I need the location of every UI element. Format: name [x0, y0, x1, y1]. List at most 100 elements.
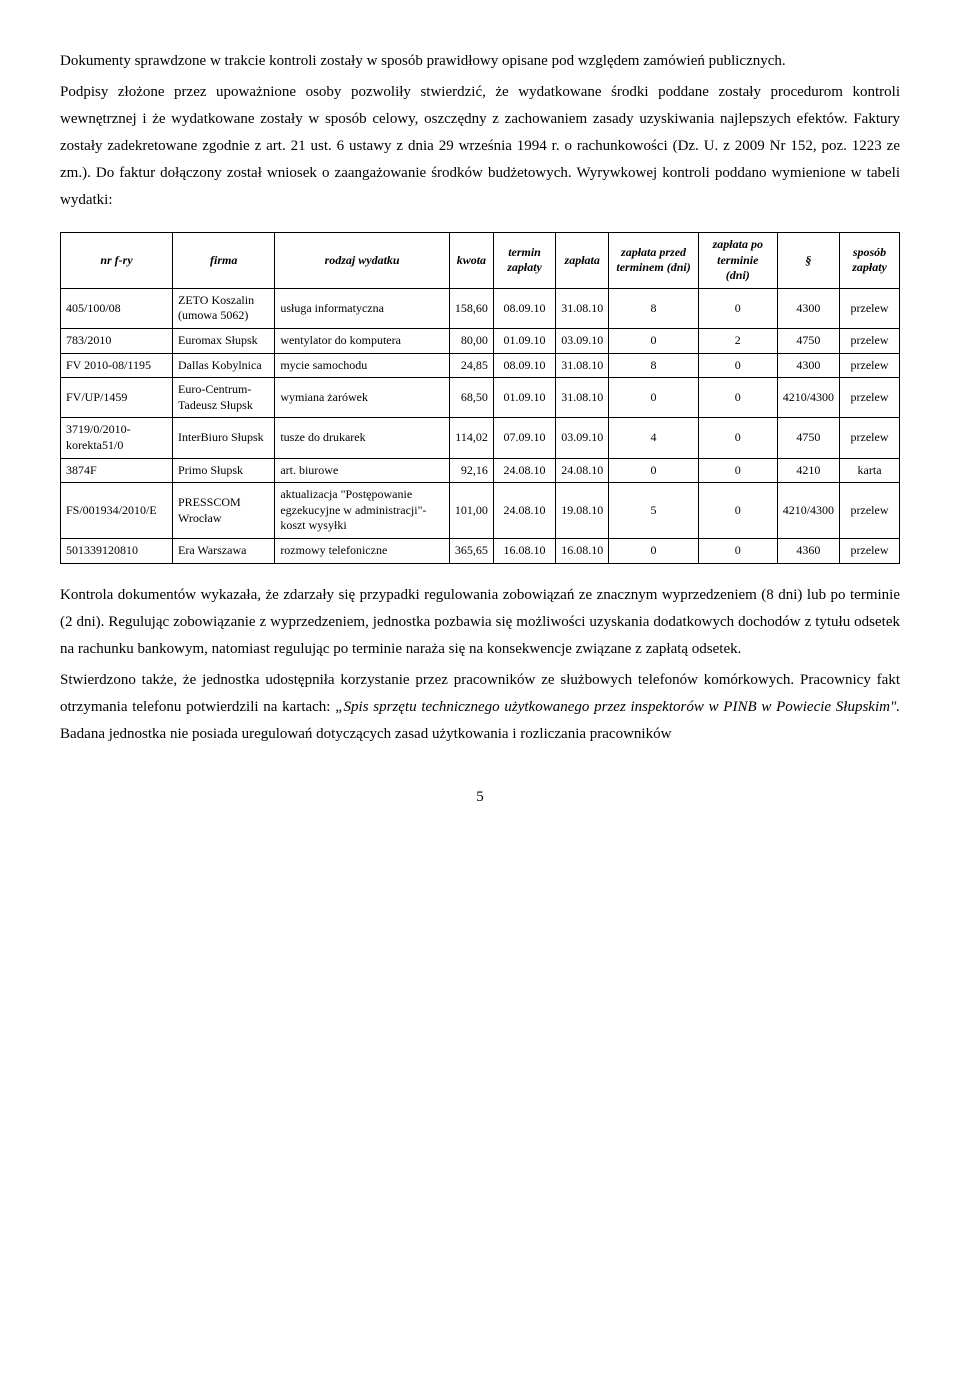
table-header-row: nr f-ry firma rodzaj wydatku kwota termi… [61, 233, 900, 289]
table-cell: aktualizacja "Postępowanie egzekucyjne w… [275, 483, 450, 539]
table-cell: 783/2010 [61, 328, 173, 353]
table-cell: mycie samochodu [275, 353, 450, 378]
th-zaplata: zapłata [556, 233, 609, 289]
table-cell: PRESSCOM Wrocław [173, 483, 275, 539]
table-cell: Era Warszawa [173, 538, 275, 563]
paragraph-4: Stwierdzono także, że jednostka udostępn… [60, 667, 900, 748]
table-cell: 0 [698, 458, 777, 483]
table-cell: 0 [698, 538, 777, 563]
table-cell: 24,85 [449, 353, 493, 378]
table-cell: 4750 [777, 328, 839, 353]
th-sposob: sposób zapłaty [840, 233, 900, 289]
table-cell: 3719/0/2010-korekta51/0 [61, 418, 173, 458]
th-po: zapłata po terminie (dni) [698, 233, 777, 289]
table-cell: 0 [609, 458, 699, 483]
table-cell: 31.08.10 [556, 353, 609, 378]
table-cell: przelew [840, 378, 900, 418]
table-cell: 501339120810 [61, 538, 173, 563]
th-rodzaj: rodzaj wydatku [275, 233, 450, 289]
table-row: FV/UP/1459Euro-Centrum-Tadeusz Słupskwym… [61, 378, 900, 418]
table-cell: 8 [609, 288, 699, 328]
table-cell: 2 [698, 328, 777, 353]
table-cell: 24.08.10 [493, 458, 555, 483]
table-row: FV 2010-08/1195Dallas Kobylnicamycie sam… [61, 353, 900, 378]
table-cell: przelew [840, 353, 900, 378]
table-cell: 03.09.10 [556, 328, 609, 353]
table-cell: 16.08.10 [556, 538, 609, 563]
table-cell: 4210/4300 [777, 378, 839, 418]
table-cell: 0 [698, 418, 777, 458]
page-number: 5 [60, 784, 900, 811]
table-row: 501339120810Era Warszawarozmowy telefoni… [61, 538, 900, 563]
table-cell: tusze do drukarek [275, 418, 450, 458]
table-cell: 405/100/08 [61, 288, 173, 328]
paragraph-1: Dokumenty sprawdzone w trakcie kontroli … [60, 48, 900, 75]
table-cell: 68,50 [449, 378, 493, 418]
table-cell: art. biurowe [275, 458, 450, 483]
th-przed: zapłata przed terminem (dni) [609, 233, 699, 289]
table-cell: 4210/4300 [777, 483, 839, 539]
table-cell: wymiana żarówek [275, 378, 450, 418]
th-nr: nr f-ry [61, 233, 173, 289]
para4-italic: „Spis sprzętu technicznego użytkowanego … [335, 699, 900, 715]
table-cell: 0 [609, 328, 699, 353]
table-cell: 0 [609, 378, 699, 418]
table-cell: 08.09.10 [493, 288, 555, 328]
table-cell: 3874F [61, 458, 173, 483]
table-row: FS/001934/2010/EPRESSCOM Wrocławaktualiz… [61, 483, 900, 539]
table-cell: 01.09.10 [493, 378, 555, 418]
table-cell: usługa informatyczna [275, 288, 450, 328]
table-cell: 101,00 [449, 483, 493, 539]
table-cell: 4360 [777, 538, 839, 563]
th-kwota: kwota [449, 233, 493, 289]
table-row: 3874FPrimo Słupskart. biurowe92,1624.08.… [61, 458, 900, 483]
expenses-table: nr f-ry firma rodzaj wydatku kwota termi… [60, 232, 900, 564]
table-cell: FS/001934/2010/E [61, 483, 173, 539]
table-cell: rozmowy telefoniczne [275, 538, 450, 563]
table-cell: 0 [698, 483, 777, 539]
table-cell: przelew [840, 418, 900, 458]
table-cell: Primo Słupsk [173, 458, 275, 483]
table-cell: 4300 [777, 288, 839, 328]
table-cell: 19.08.10 [556, 483, 609, 539]
table-cell: 4210 [777, 458, 839, 483]
table-cell: karta [840, 458, 900, 483]
table-cell: 0 [698, 353, 777, 378]
table-cell: 16.08.10 [493, 538, 555, 563]
table-cell: 4750 [777, 418, 839, 458]
table-cell: 24.08.10 [493, 483, 555, 539]
table-cell: 0 [698, 288, 777, 328]
table-row: 783/2010Euromax Słupskwentylator do komp… [61, 328, 900, 353]
table-cell: przelew [840, 483, 900, 539]
table-cell: FV/UP/1459 [61, 378, 173, 418]
table-cell: 365,65 [449, 538, 493, 563]
table-cell: Euromax Słupsk [173, 328, 275, 353]
table-cell: 03.09.10 [556, 418, 609, 458]
table-cell: 4300 [777, 353, 839, 378]
paragraph-3: Kontrola dokumentów wykazała, że zdarzał… [60, 582, 900, 663]
table-cell: InterBiuro Słupsk [173, 418, 275, 458]
table-cell: Euro-Centrum-Tadeusz Słupsk [173, 378, 275, 418]
table-cell: ZETO Koszalin (umowa 5062) [173, 288, 275, 328]
table-cell: FV 2010-08/1195 [61, 353, 173, 378]
table-cell: przelew [840, 538, 900, 563]
table-cell: 24.08.10 [556, 458, 609, 483]
table-cell: 07.09.10 [493, 418, 555, 458]
table-cell: 8 [609, 353, 699, 378]
table-cell: Dallas Kobylnica [173, 353, 275, 378]
table-cell: 31.08.10 [556, 378, 609, 418]
table-cell: 92,16 [449, 458, 493, 483]
table-cell: wentylator do komputera [275, 328, 450, 353]
table-cell: 5 [609, 483, 699, 539]
table-cell: przelew [840, 328, 900, 353]
table-cell: 0 [609, 538, 699, 563]
table-cell: 114,02 [449, 418, 493, 458]
table-row: 3719/0/2010-korekta51/0InterBiuro Słupsk… [61, 418, 900, 458]
table-cell: 31.08.10 [556, 288, 609, 328]
table-cell: 4 [609, 418, 699, 458]
paragraph-2: Podpisy złożone przez upoważnione osoby … [60, 79, 900, 214]
table-cell: 0 [698, 378, 777, 418]
table-cell: 08.09.10 [493, 353, 555, 378]
table-row: 405/100/08ZETO Koszalin (umowa 5062)usłu… [61, 288, 900, 328]
table-cell: 80,00 [449, 328, 493, 353]
